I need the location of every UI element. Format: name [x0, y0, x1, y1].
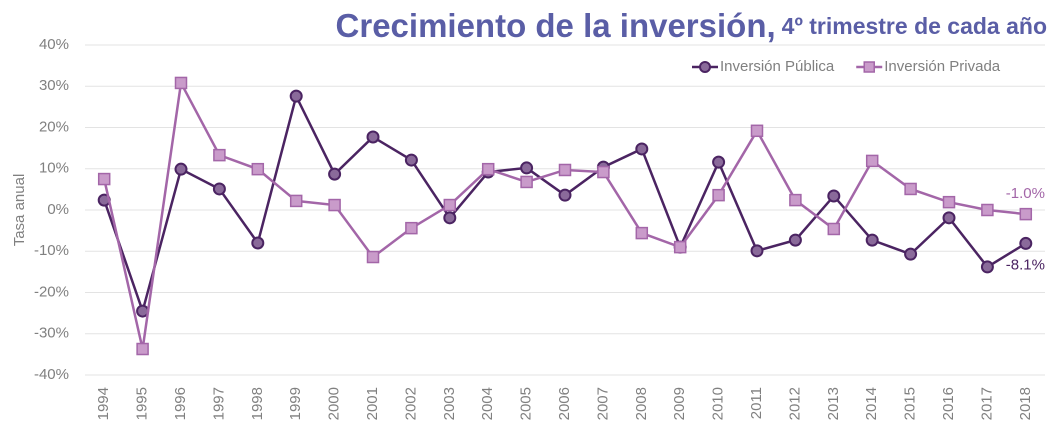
series-line — [103, 92, 1027, 316]
x-tick-label: 2000 — [326, 387, 343, 420]
y-tick-label: 30% — [39, 77, 69, 94]
marker — [788, 233, 802, 247]
marker — [328, 198, 341, 212]
marker — [366, 130, 380, 144]
x-tick-label: 2002 — [402, 387, 419, 420]
marker — [712, 188, 725, 202]
marker — [827, 222, 841, 236]
y-tick-label: 10% — [39, 160, 69, 177]
marker — [865, 233, 879, 247]
subtitle: 4º trimestre de cada año — [782, 13, 1047, 39]
y-tick-label: 0% — [47, 201, 69, 218]
marker — [443, 211, 457, 225]
marker — [865, 154, 879, 168]
end-label: -8.1% — [1006, 256, 1045, 273]
x-tick-label: 1997 — [210, 387, 227, 420]
x-tick-label: 1998 — [249, 387, 266, 420]
marker — [97, 172, 111, 186]
marker — [289, 194, 303, 208]
x-tick-label: 2015 — [902, 387, 919, 420]
marker — [904, 247, 918, 261]
x-tick-label: 2017 — [978, 387, 995, 420]
marker — [673, 240, 687, 254]
marker — [404, 153, 418, 167]
marker — [904, 182, 917, 196]
x-tick-label: 2013 — [825, 387, 842, 420]
marker — [597, 165, 610, 179]
y-tick-label: 20% — [39, 118, 69, 135]
marker — [942, 211, 956, 225]
legend-label: Inversión Pública — [720, 58, 835, 75]
marker — [712, 155, 726, 169]
legend-label: Inversión Privada — [884, 58, 1001, 75]
marker — [212, 182, 226, 196]
legend-marker — [863, 61, 875, 73]
marker — [1019, 236, 1033, 250]
x-tick-label: 2004 — [479, 387, 496, 420]
marker — [251, 162, 265, 176]
marker — [405, 221, 418, 235]
marker — [520, 175, 533, 189]
marker — [174, 162, 188, 176]
title: Crecimiento de la inversión, — [336, 7, 776, 44]
marker — [558, 163, 572, 177]
marker — [750, 244, 764, 258]
marker — [789, 193, 802, 207]
marker — [481, 162, 495, 176]
y-tick-label: 40% — [39, 36, 69, 53]
x-tick-label: 1999 — [287, 387, 304, 420]
x-tick-label: 2008 — [633, 387, 650, 420]
x-tick-label: 2016 — [940, 387, 957, 420]
marker — [174, 76, 188, 90]
x-tick-label: 1994 — [95, 387, 112, 420]
marker — [443, 198, 457, 212]
end-label: -1.0% — [1006, 185, 1045, 202]
x-tick-label: 2018 — [1017, 387, 1034, 420]
y-axis-label: Tasa anual — [11, 174, 28, 247]
marker — [328, 167, 342, 181]
x-tick-label: 2006 — [556, 387, 573, 420]
y-tick-label: -20% — [34, 283, 69, 300]
x-tick-label: 2009 — [671, 387, 688, 420]
marker — [980, 260, 994, 274]
marker — [981, 203, 994, 217]
marker — [1019, 207, 1033, 221]
x-tick-label: 2012 — [786, 387, 803, 420]
chart-title: Crecimiento de la inversión, 4º trimestre… — [336, 7, 1047, 44]
marker — [213, 148, 226, 162]
x-tick-label: 2014 — [863, 387, 880, 420]
x-tick-label: 1995 — [134, 387, 151, 420]
x-tick-label: 2007 — [594, 387, 611, 420]
marker — [366, 250, 380, 264]
y-tick-label: -10% — [34, 242, 69, 259]
marker — [136, 342, 149, 356]
x-tick-label: 1996 — [172, 387, 189, 420]
x-tick-label: 2005 — [518, 387, 535, 420]
marker — [635, 142, 649, 156]
x-tick-label: 2011 — [748, 387, 765, 419]
marker — [558, 188, 572, 202]
marker — [635, 226, 649, 240]
marker — [942, 195, 956, 209]
x-tick-label: 2001 — [364, 387, 381, 420]
marker — [289, 89, 303, 103]
legend-marker — [699, 61, 711, 73]
marker — [251, 236, 265, 250]
marker — [827, 189, 841, 203]
x-tick-label: 2003 — [441, 387, 458, 420]
marker — [750, 124, 764, 138]
y-tick-label: -40% — [34, 366, 69, 383]
series-line — [102, 78, 1026, 350]
y-tick-label: -30% — [34, 325, 69, 342]
marker — [520, 161, 534, 175]
x-tick-label: 2010 — [710, 387, 727, 420]
